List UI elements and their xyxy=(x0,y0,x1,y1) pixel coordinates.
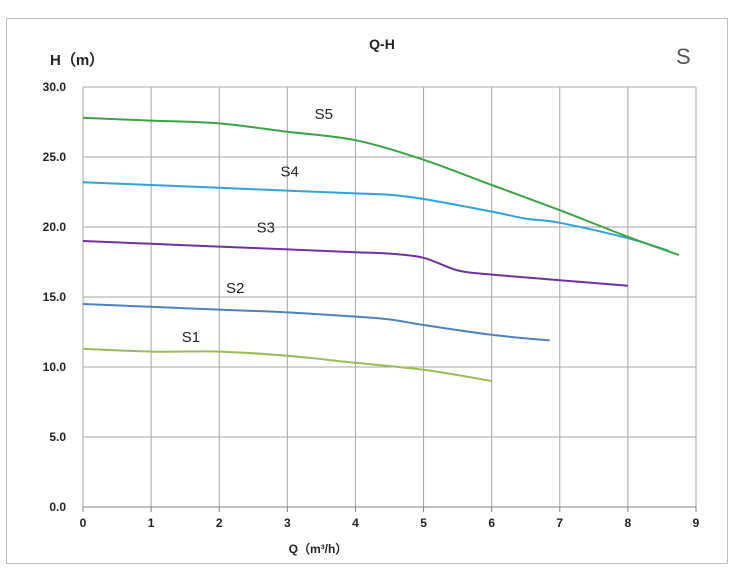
series-lines xyxy=(82,116,680,382)
chart-frame xyxy=(6,18,728,564)
series-line-s1 xyxy=(82,347,492,382)
series-labels: S1 S2 S3 S4 S5 xyxy=(182,106,333,346)
series-label-s5: S5 xyxy=(315,106,333,123)
x-tick-label: 4 xyxy=(352,516,359,530)
corner-label: S xyxy=(676,44,691,69)
y-tick-label: 25.0 xyxy=(43,150,67,164)
x-tick-label: 2 xyxy=(216,516,223,530)
series-label-s4: S4 xyxy=(281,164,299,181)
series-label-s3: S3 xyxy=(257,220,275,237)
y-tick-label: 30.0 xyxy=(43,80,67,94)
x-axis-label: Q（m³/h） xyxy=(289,541,348,556)
x-tick-label: 0 xyxy=(80,516,87,530)
series-line-s4 xyxy=(82,181,670,252)
x-tick-label: 9 xyxy=(693,516,700,530)
axes: 0.0 5.0 10.0 15.0 20.0 25.0 30.0 0 1 2 3 4 5 6 7 8 9 xyxy=(43,80,700,530)
series-label-s1: S1 xyxy=(182,329,200,346)
series-line-s5 xyxy=(82,116,680,256)
y-tick-label: 15.0 xyxy=(43,290,67,304)
x-tick-label: 7 xyxy=(556,516,563,530)
y-tick-label: 5.0 xyxy=(49,430,66,444)
y-tick-label: 10.0 xyxy=(43,360,67,374)
x-tick-label: 5 xyxy=(420,516,427,530)
x-tick-label: 6 xyxy=(488,516,495,530)
series-label-s2: S2 xyxy=(226,280,244,297)
x-tick-label: 8 xyxy=(625,516,632,530)
x-tick-label: 3 xyxy=(284,516,291,530)
y-axis-label: H（m） xyxy=(50,51,104,69)
y-tick-label: 20.0 xyxy=(43,220,67,234)
y-tick-label: 0.0 xyxy=(49,500,66,514)
x-tick-label: 1 xyxy=(148,516,155,530)
series-line-s2 xyxy=(82,303,550,342)
series-line-s3 xyxy=(82,240,628,287)
chart-title: Q-H xyxy=(369,36,395,52)
